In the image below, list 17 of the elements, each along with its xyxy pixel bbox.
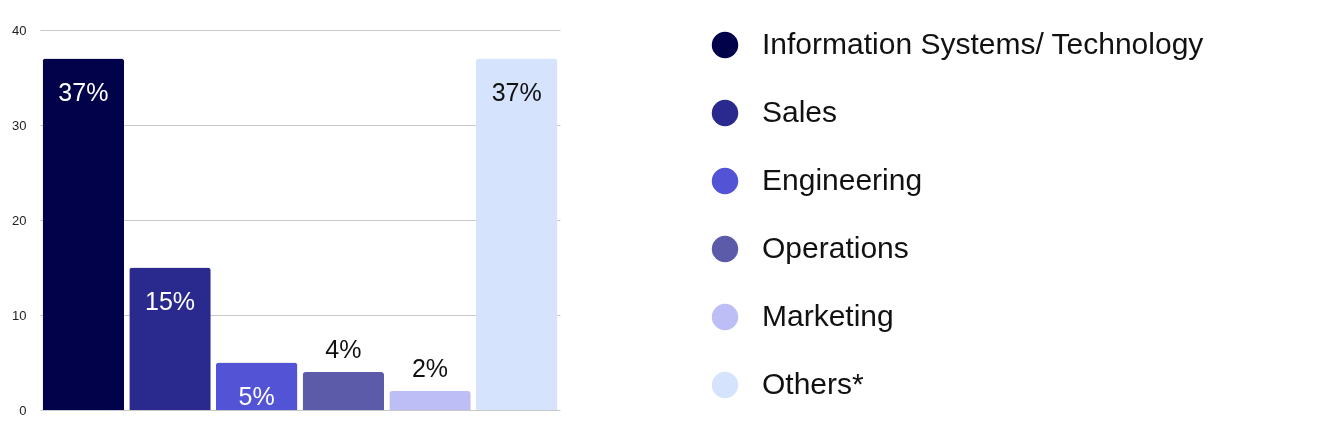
data-label: 37% (491, 77, 542, 106)
legend-label: Others* (762, 367, 865, 400)
y-tick-label: 30 (12, 117, 27, 133)
y-tick-label: 40 (12, 22, 27, 38)
y-tick-label: 20 (12, 212, 27, 228)
data-label: 2% (411, 354, 449, 382)
legend-label: Information Systems/ Technology (762, 27, 1204, 60)
data-label: 37% (58, 77, 109, 106)
legend-label: Operations (762, 231, 909, 264)
data-label: 4% (325, 335, 362, 363)
legend-label: Sales (762, 95, 838, 128)
legend-label: Engineering (762, 163, 923, 196)
y-tick-label: 10 (12, 307, 27, 323)
data-label: 15% (144, 286, 196, 315)
data-label: 5% (238, 381, 275, 410)
y-tick-label: 0 (19, 402, 27, 418)
legend-label: Marketing (762, 299, 894, 332)
